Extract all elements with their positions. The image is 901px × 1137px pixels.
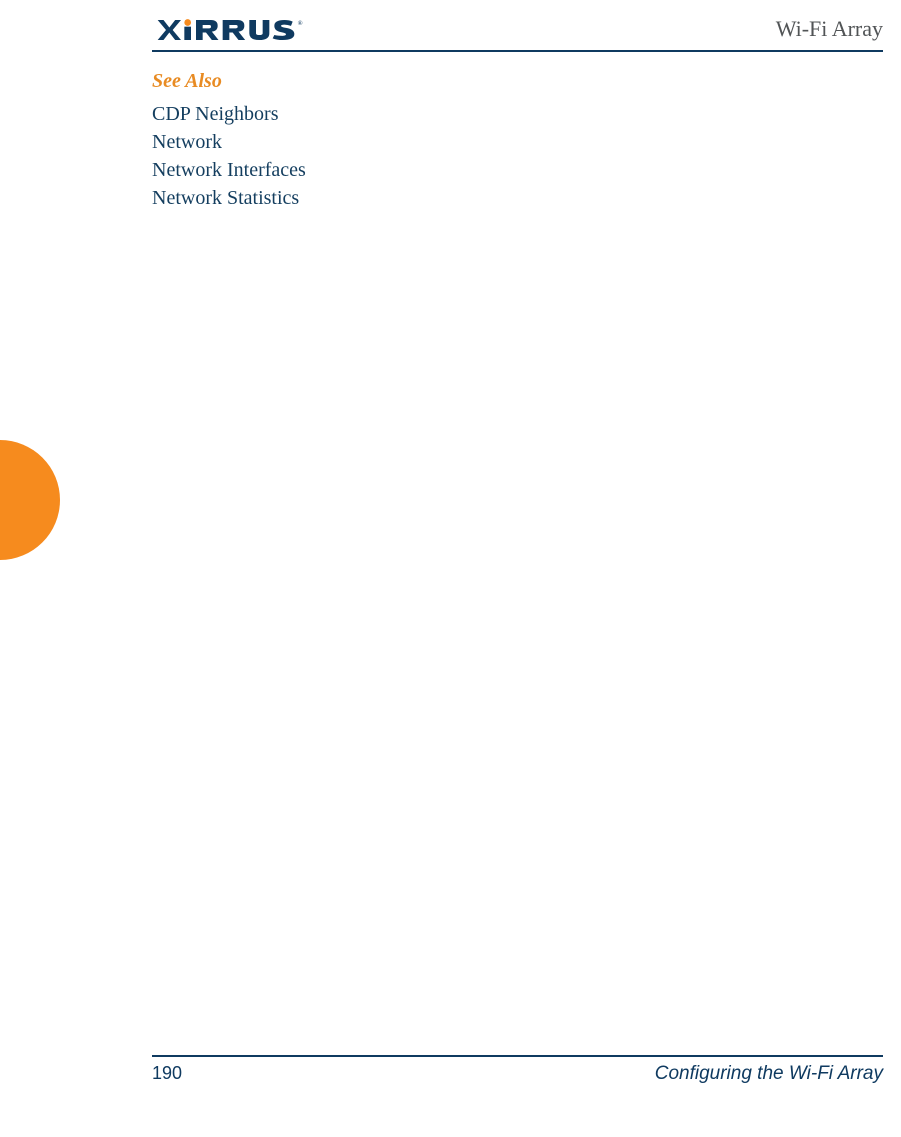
page: ® Wi-Fi Array See Also CDP Neighbors Net… bbox=[0, 0, 901, 1137]
link-network-statistics[interactable]: Network Statistics bbox=[152, 184, 306, 212]
xirrus-logo: ® bbox=[156, 18, 306, 42]
svg-text:®: ® bbox=[298, 20, 303, 27]
page-header: ® Wi-Fi Array bbox=[152, 14, 883, 52]
see-also-links: CDP Neighbors Network Network Interfaces… bbox=[152, 100, 306, 212]
side-tab-circle bbox=[0, 440, 60, 560]
link-network-interfaces[interactable]: Network Interfaces bbox=[152, 156, 306, 184]
section-title: Configuring the Wi-Fi Array bbox=[655, 1063, 883, 1085]
link-network[interactable]: Network bbox=[152, 128, 306, 156]
doc-title: Wi-Fi Array bbox=[776, 16, 883, 42]
side-tab bbox=[0, 440, 60, 560]
link-cdp-neighbors[interactable]: CDP Neighbors bbox=[152, 100, 306, 128]
page-number: 190 bbox=[152, 1063, 182, 1084]
see-also-heading: See Also bbox=[152, 70, 222, 93]
page-footer: 190 Configuring the Wi-Fi Array bbox=[152, 1055, 883, 1093]
